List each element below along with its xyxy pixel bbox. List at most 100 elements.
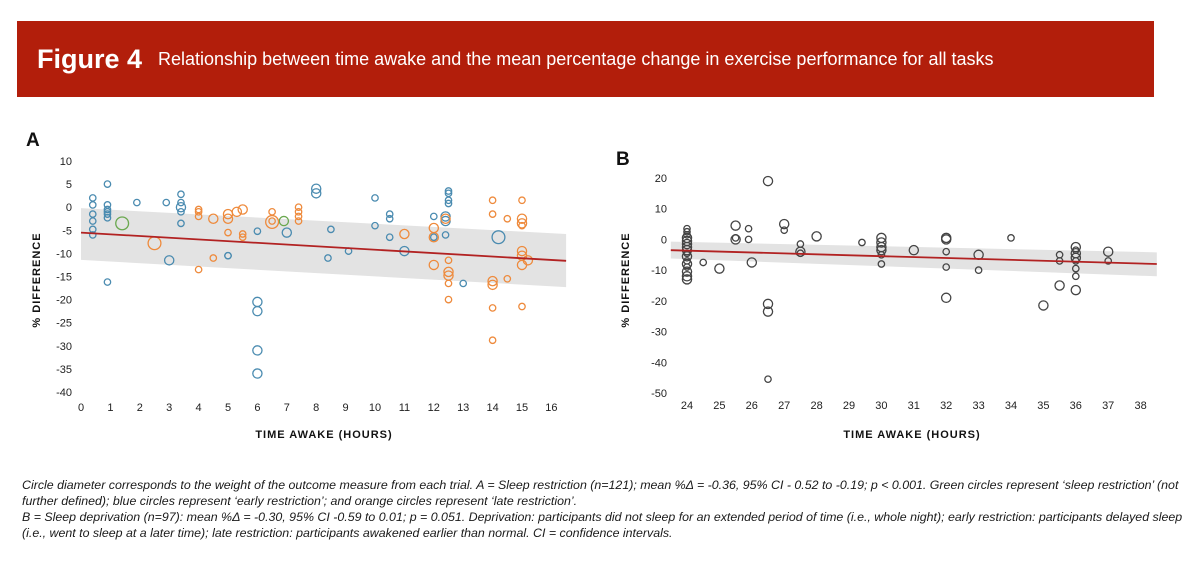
panel-a-point-late-restriction <box>194 265 203 274</box>
panel-a-point-late-restriction <box>440 213 451 224</box>
panel-a-point-late-restriction <box>194 207 203 216</box>
panel-b-xtick-label: 30 <box>875 400 887 412</box>
panel-a-point-early-restriction <box>252 305 263 317</box>
panel-a-point-early-restriction <box>371 221 379 230</box>
panel-a-point-early-restriction <box>281 227 293 238</box>
panel-a-xtick-label: 15 <box>516 402 528 414</box>
panel-a-point-early-restriction <box>252 345 263 356</box>
panel-b-ci-band <box>670 241 1157 277</box>
panel-a-point-late-restriction <box>503 214 512 223</box>
panel-b-point-sleep-deprivation <box>699 258 708 267</box>
panel-b-point-sleep-deprivation <box>877 250 886 259</box>
panel-b-xtick-label: 31 <box>908 400 920 412</box>
panel-a-label: A <box>26 130 40 151</box>
panel-a-point-early-restriction <box>103 213 112 222</box>
panel-a-xtick-label: 16 <box>545 402 557 414</box>
panel-a-point-late-restriction <box>268 217 276 225</box>
panel-a-point-early-restriction <box>310 188 322 199</box>
panel-a-point-late-restriction <box>518 196 526 205</box>
panel-b-point-sleep-deprivation <box>1054 280 1065 291</box>
panel-a-xtick-label: 1 <box>107 402 113 414</box>
panel-b-x-axis-title: TIME AWAKE (HOURS) <box>843 429 980 441</box>
panel-b-xtick-label: 25 <box>713 400 725 412</box>
panel-a-point-late-restriction <box>222 213 234 224</box>
panel-b-xtick-label: 29 <box>843 400 855 412</box>
panel-a-point-early-restriction <box>444 187 453 195</box>
panel-a-point-early-restriction <box>103 180 112 188</box>
panel-b-point-sleep-deprivation <box>858 238 866 247</box>
panel-a-xtick-label: 2 <box>137 402 143 414</box>
panel-b-point-sleep-deprivation <box>683 227 691 236</box>
panel-a-regression-line <box>80 231 567 262</box>
panel-a-point-early-restriction <box>175 201 187 213</box>
panel-b-point-sleep-deprivation <box>942 263 951 271</box>
panel-b-ytick-label: -10 <box>651 265 667 277</box>
panel-a-point-late-restriction <box>444 295 453 304</box>
figure-number: Figure 4 <box>37 43 143 74</box>
panel-a-point-late-restriction <box>444 279 453 288</box>
panel-a-point-late-restriction <box>522 255 534 266</box>
panel-b-point-sleep-deprivation <box>877 260 886 268</box>
panel-a-xtick-label: 14 <box>486 402 498 414</box>
panel-b-point-sleep-deprivation <box>942 247 951 256</box>
panel-a-point-late-restriction <box>399 228 410 240</box>
panel-b-point-sleep-deprivation <box>1071 272 1080 281</box>
panel-b-point-sleep-deprivation <box>1007 234 1015 242</box>
panel-a-ytick-label: -20 <box>56 295 72 307</box>
panel-b-point-sleep-deprivation <box>744 224 753 233</box>
panel-a-point-late-restriction <box>428 259 440 271</box>
panel-b-regression-line <box>670 249 1157 265</box>
panel-a-point-late-restriction <box>265 214 280 230</box>
panel-a-point-early-restriction <box>162 198 171 207</box>
panel-b-xtick-label: 28 <box>810 400 822 412</box>
panel-b-xtick-label: 27 <box>778 400 790 412</box>
panel-a-point-early-restriction <box>429 233 438 242</box>
panel-a-point-early-restriction <box>324 254 332 262</box>
panel-a-point-early-restriction <box>441 231 450 239</box>
panel-a-point-late-restriction <box>516 245 528 257</box>
panel-b-point-sleep-deprivation <box>762 175 774 187</box>
panel-a-point-early-restriction <box>491 230 506 245</box>
panel-b-point-sleep-deprivation <box>681 258 693 270</box>
panel-a-point-early-restriction <box>177 219 185 228</box>
panel-b-point-sleep-deprivation <box>876 237 887 248</box>
panel-a-ytick-label: -15 <box>56 272 72 284</box>
panel-b-xtick-label: 34 <box>1005 400 1017 412</box>
panel-a-point-late-restriction <box>488 196 497 205</box>
panel-a-point-early-restriction <box>371 194 379 202</box>
panel-a-ytick-label: 0 <box>66 202 72 214</box>
panel-a-xtick-label: 6 <box>254 402 260 414</box>
panel-b-point-sleep-deprivation <box>744 235 753 244</box>
panel-a-point-early-restriction <box>103 210 112 218</box>
panel-b-point-sleep-deprivation <box>681 266 693 277</box>
panel-a-xtick-label: 0 <box>78 402 84 414</box>
panel-b-point-sleep-deprivation <box>730 220 741 231</box>
panel-b-point-sleep-deprivation <box>974 266 983 274</box>
panel-b-label: B <box>616 149 630 170</box>
panel-a-point-late-restriction <box>516 218 528 229</box>
panel-a-ytick-label: -5 <box>62 225 72 237</box>
panel-a-xtick-label: 11 <box>399 402 410 414</box>
figure-title: Relationship between time awake and the … <box>158 48 994 69</box>
panel-b-y-axis-title: % DIFFERENCE <box>620 232 632 327</box>
panel-a-point-late-restriction <box>516 213 528 224</box>
panel-b-point-sleep-deprivation <box>908 244 920 256</box>
panel-a-point-late-restriction <box>444 256 453 265</box>
panel-a-point-late-restriction <box>194 212 203 221</box>
panel-b-point-sleep-deprivation <box>811 231 822 242</box>
panel-a-xtick-label: 8 <box>313 402 319 414</box>
caption-panel-a: Circle diameter corresponds to the weigh… <box>22 478 1179 508</box>
panel-b-point-sleep-deprivation <box>683 263 691 271</box>
panel-b-point-sleep-deprivation <box>940 292 952 304</box>
panel-a-point-late-restriction <box>488 304 497 312</box>
panel-b-point-sleep-deprivation <box>940 234 952 245</box>
panel-b-ytick-label: -20 <box>651 296 667 308</box>
panel-a-point-early-restriction <box>252 296 263 308</box>
panel-a-ytick-label: -35 <box>56 364 72 376</box>
panel-b-point-sleep-deprivation <box>764 375 772 384</box>
panel-a-point-early-restriction <box>253 227 262 236</box>
panel-b-xtick-label: 33 <box>972 400 984 412</box>
panel-a-point-early-restriction <box>310 183 322 194</box>
panel-b-point-sleep-deprivation <box>1070 241 1082 253</box>
panel-a-point-late-restriction <box>294 212 303 221</box>
